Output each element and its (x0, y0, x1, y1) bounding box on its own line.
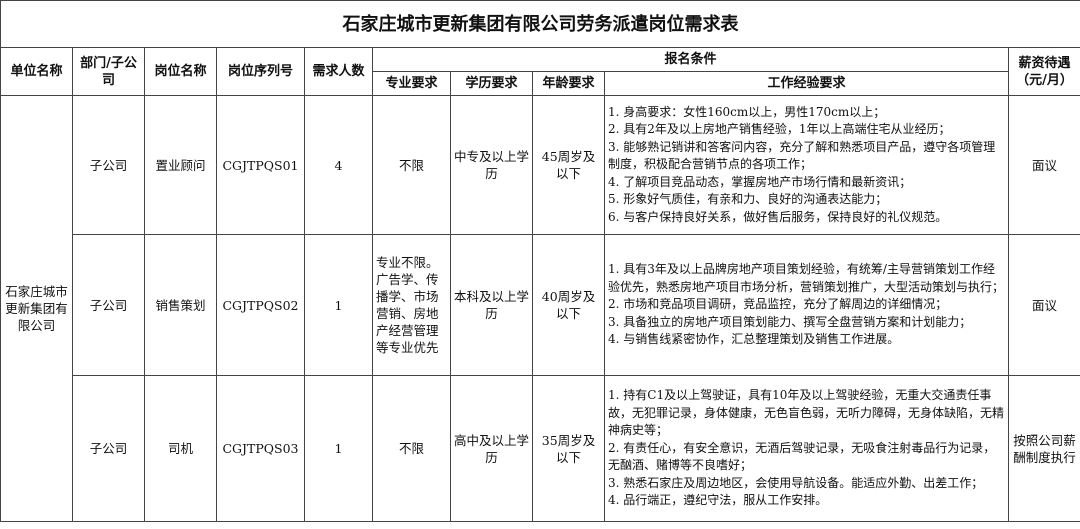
dept-cell: 子公司 (72, 95, 145, 235)
code-cell: CGJTPQS03 (216, 375, 305, 522)
header-major: 专业要求 (372, 71, 451, 96)
experience-item: 3. 具备独立的房地产项目策划能力、撰写全盘营销方案和计划能力； (608, 314, 972, 329)
experience-item: 2. 有责任心，有安全意识，无酒后驾驶记录，无吸食注射毒品行为记录，无酗酒、赌博… (608, 440, 996, 473)
experience-item: 5. 形象好气质佳，有亲和力、良好的沟通表达能力； (608, 192, 888, 207)
count-cell: 4 (304, 95, 373, 235)
education-cell: 本科及以上学历 (450, 234, 533, 376)
experience-cell: 1. 身高要求：女性160cm以上，男性170cm以上； 2. 具有2年及以上房… (604, 95, 1009, 235)
salary-cell: 按照公司薪酬制度执行 (1007, 375, 1080, 522)
page-title: 石家庄城市更新集团有限公司劳务派遣岗位需求表 (0, 0, 1080, 48)
dept-cell: 子公司 (72, 375, 145, 522)
experience-item: 4. 与销售线紧密协作，汇总整理策划及销售工作进展。 (608, 332, 900, 347)
education-cell: 高中及以上学历 (450, 375, 533, 522)
salary-cell: 面议 (1007, 95, 1080, 235)
experience-cell: 1. 具有3年及以上品牌房地产项目策划经验，有统筹/主导营销策划工作经验优先，熟… (604, 234, 1009, 376)
count-cell: 1 (304, 234, 373, 376)
header-salary: 薪资待遇（元/月） (1007, 47, 1080, 96)
experience-item: 4. 了解项目竞品动态，掌握房地产市场行情和最新资讯； (608, 174, 912, 189)
experience-cell: 1. 持有C1及以上驾驶证，具有10年及以上驾驶经验，无重大交通责任事故，无犯罪… (604, 375, 1009, 522)
header-count: 需求人数 (304, 47, 373, 96)
table-row: 子公司 销售策划 CGJTPQS02 1 专业不限。广告学、传播学、市场营销、房… (1, 234, 1080, 376)
education-cell: 中专及以上学历 (450, 95, 533, 235)
header-requirements: 报名条件 (372, 47, 1009, 72)
code-cell: CGJTPQS01 (216, 95, 305, 235)
position-cell: 销售策划 (144, 234, 217, 376)
header-education: 学历要求 (450, 71, 533, 96)
header-position: 岗位名称 (144, 47, 217, 96)
age-cell: 40周岁及以下 (532, 234, 605, 376)
position-cell: 置业顾问 (144, 95, 217, 235)
experience-item: 4. 品行端正，遵纪守法，服从工作安排。 (608, 493, 828, 508)
experience-item: 2. 具有2年及以上房地产销售经验，1年以上高端住宅从业经历； (608, 122, 951, 137)
experience-item: 1. 具有3年及以上品牌房地产项目策划经验，有统筹/主导营销策划工作经验优先，熟… (608, 262, 1005, 294)
experience-item: 6. 与客户保持良好关系，做好售后服务，保持良好的礼仪规范。 (608, 209, 948, 224)
experience-item: 3. 能够熟记销讲和答客问内容，充分了解和熟悉项目产品，遵守各项管理制度，积极配… (608, 139, 996, 172)
dept-cell: 子公司 (72, 234, 145, 376)
major-cell: 不限 (372, 95, 451, 235)
experience-item: 1. 持有C1及以上驾驶证，具有10年及以上驾驶经验，无重大交通责任事故，无犯罪… (608, 388, 1005, 438)
major-cell: 不限 (372, 375, 451, 522)
code-cell: CGJTPQS02 (216, 234, 305, 376)
header-dept: 部门/子公司 (72, 47, 145, 96)
header-experience: 工作经验要求 (604, 71, 1009, 96)
major-cell: 专业不限。广告学、传播学、市场营销、房地产经营管理等专业优先 (372, 234, 451, 376)
experience-item: 3. 熟悉石家庄及周边地区，会使用导航设备。能适应外勤、出差工作； (608, 475, 984, 490)
salary-cell: 面议 (1007, 234, 1080, 376)
header-unit: 单位名称 (0, 47, 73, 96)
age-cell: 45周岁及以下 (532, 95, 605, 235)
table-row: 石家庄城市更新集团有限公司 子公司 置业顾问 CGJTPQS01 4 不限 中专… (0, 95, 1080, 522)
header-age: 年龄要求 (532, 71, 605, 96)
age-cell: 35周岁及以下 (532, 375, 605, 522)
experience-item: 1. 身高要求：女性160cm以上，男性170cm以上； (608, 104, 886, 119)
header-code: 岗位序列号 (216, 47, 305, 96)
count-cell: 1 (304, 375, 373, 522)
table-row: 子公司 司机 CGJTPQS03 1 不限 高中及以上学历 35周岁及以下 1.… (1, 375, 1080, 522)
position-cell: 司机 (144, 375, 217, 522)
experience-item: 2. 市场和竞品项目调研，竞品监控，充分了解周边的详细情况； (608, 297, 948, 312)
unit-name-cell: 石家庄城市更新集团有限公司 (0, 95, 73, 522)
